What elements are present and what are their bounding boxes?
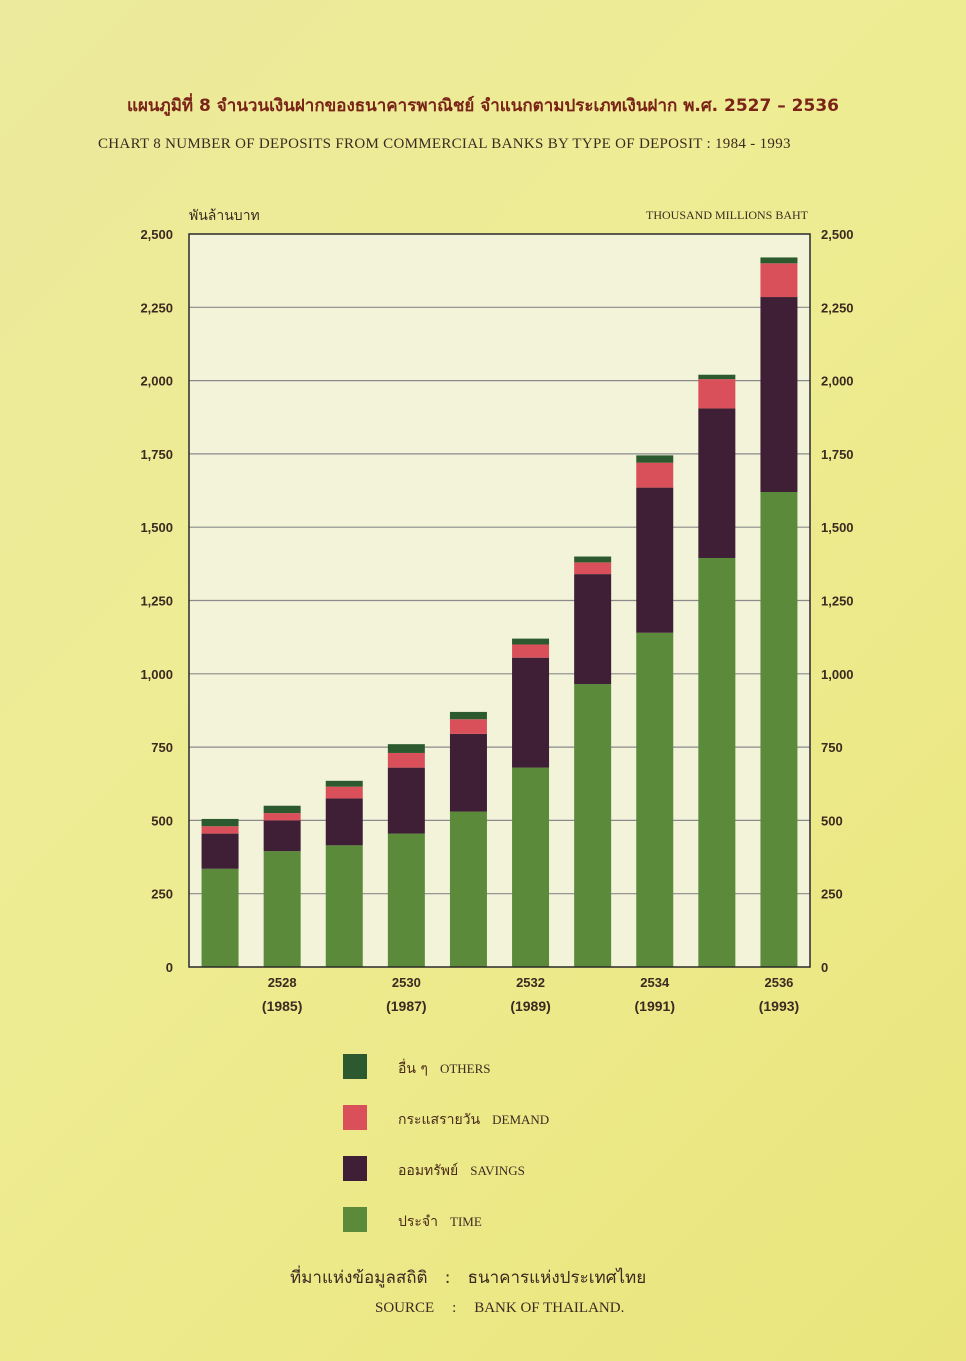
bar-segment-savings-2533 bbox=[574, 574, 612, 685]
y-tick-label-left: 500 bbox=[151, 813, 173, 828]
bar-segment-demand-2531 bbox=[449, 719, 487, 734]
y-tick-label-left: 1,500 bbox=[140, 520, 173, 535]
bar-segment-demand-2532 bbox=[512, 644, 550, 658]
bar-segment-savings-2529 bbox=[325, 798, 363, 846]
y-tick-label-right: 2,250 bbox=[821, 300, 854, 315]
bar-segment-savings-2531 bbox=[449, 733, 487, 812]
bar-segment-time-2531 bbox=[449, 811, 487, 967]
bar-segment-time-2533 bbox=[574, 684, 612, 967]
bar-segment-time-2527 bbox=[201, 868, 239, 967]
bar-segment-savings-2527 bbox=[201, 833, 239, 869]
y-tick-label-left: 2,000 bbox=[140, 374, 173, 389]
x-tick-label-be: 2530 bbox=[392, 975, 421, 990]
y-tick-label-right: 2,500 bbox=[821, 227, 854, 242]
x-tick-label-be: 2528 bbox=[268, 975, 297, 990]
y-tick-label-right: 1,500 bbox=[821, 520, 854, 535]
bar-segment-demand-2534 bbox=[636, 462, 674, 488]
bar-segment-time-2535 bbox=[698, 557, 736, 967]
bar-segment-savings-2536 bbox=[760, 297, 798, 493]
x-tick-label-ad: (1989) bbox=[510, 998, 550, 1014]
chart-title-english: CHART 8 NUMBER OF DEPOSITS FROM COMMERCI… bbox=[98, 136, 791, 152]
y-axis-label-left: พันล้านบาท bbox=[189, 208, 260, 224]
x-tick-label-ad: (1987) bbox=[386, 998, 426, 1014]
bar-segment-time-2536 bbox=[760, 492, 798, 967]
legend-label-time: ประจำ TIME bbox=[398, 1214, 482, 1230]
bar-segment-others-2530 bbox=[387, 744, 425, 753]
bar-segment-demand-2529 bbox=[325, 786, 363, 799]
bar-segment-others-2531 bbox=[449, 711, 487, 720]
legend-label-demand: กระแสรายวัน DEMAND bbox=[398, 1112, 550, 1128]
y-tick-label-left: 1,000 bbox=[140, 667, 173, 682]
source-thai: ที่มาแห่งข้อมูลสถิติ: ธนาคารแห่งประเทศไทย bbox=[290, 1268, 647, 1288]
y-tick-label-left: 2,250 bbox=[140, 300, 173, 315]
y-tick-label-left: 1,250 bbox=[140, 594, 173, 609]
bar-segment-others-2536 bbox=[760, 257, 798, 264]
bar-segment-demand-2535 bbox=[698, 379, 736, 409]
bar-segment-savings-2532 bbox=[512, 657, 550, 768]
x-tick-label-be: 2534 bbox=[640, 975, 670, 990]
bar-segment-savings-2530 bbox=[387, 767, 425, 834]
y-tick-label-right: 0 bbox=[821, 960, 828, 975]
y-tick-label-left: 0 bbox=[166, 960, 173, 975]
legend-swatch-time bbox=[343, 1207, 367, 1232]
legend-swatch-demand bbox=[343, 1105, 367, 1130]
plot-frame bbox=[188, 233, 811, 968]
legend-label-savings: ออมทรัพย์ SAVINGS bbox=[398, 1163, 525, 1179]
x-tick-label-ad: (1991) bbox=[635, 998, 675, 1014]
legend-swatch-savings bbox=[343, 1156, 367, 1181]
y-tick-label-right: 1,750 bbox=[821, 447, 854, 462]
y-tick-label-right: 250 bbox=[821, 887, 843, 902]
stacked-bar-chart: 2,500 2,500 2,250 2,250 2,000 2,000 1,750 1,750… bbox=[140, 208, 854, 1014]
bar-segment-others-2534 bbox=[636, 455, 674, 463]
y-tick-label-right: 750 bbox=[821, 740, 843, 755]
x-tick-label-ad: (1993) bbox=[759, 998, 799, 1014]
y-axis-label-right: THOUSAND MILLIONS BAHT bbox=[646, 208, 809, 222]
bar-segment-savings-2534 bbox=[636, 487, 674, 633]
bar-segment-others-2528 bbox=[263, 805, 301, 814]
bar-segment-demand-2533 bbox=[574, 562, 612, 575]
bar-segment-others-2527 bbox=[201, 818, 239, 827]
y-tick-label-right: 500 bbox=[821, 813, 843, 828]
bar-segment-demand-2527 bbox=[201, 826, 239, 834]
y-tick-label-right: 2,000 bbox=[821, 374, 854, 389]
bar-segment-others-2532 bbox=[512, 638, 550, 645]
y-tick-label-right: 1,250 bbox=[821, 594, 854, 609]
y-tick-label-left: 250 bbox=[151, 887, 173, 902]
y-tick-label-left: 2,500 bbox=[140, 227, 173, 242]
bar-segment-time-2529 bbox=[325, 845, 363, 967]
source-english: SOURCE: BANK OF THAILAND. bbox=[375, 1300, 625, 1316]
x-tick-label-be: 2532 bbox=[516, 975, 545, 990]
legend-label-others: อื่น ๆ OTHERS bbox=[398, 1061, 491, 1077]
legend-swatch-others bbox=[343, 1054, 367, 1079]
bar-segment-others-2529 bbox=[325, 780, 363, 787]
bar-segment-demand-2530 bbox=[387, 752, 425, 768]
bar-segment-savings-2528 bbox=[263, 820, 301, 852]
bar-segment-others-2533 bbox=[574, 556, 612, 563]
bar-segment-time-2530 bbox=[387, 833, 425, 967]
bar-segment-demand-2528 bbox=[263, 813, 301, 821]
bar-segment-time-2534 bbox=[636, 632, 674, 967]
y-tick-label-left: 750 bbox=[151, 740, 173, 755]
bar-segment-savings-2535 bbox=[698, 408, 736, 558]
bar-segment-time-2528 bbox=[263, 851, 301, 967]
x-tick-label-ad: (1985) bbox=[262, 998, 302, 1014]
bar-segment-others-2535 bbox=[698, 374, 736, 380]
x-tick-label-be: 2536 bbox=[764, 975, 793, 990]
chart-title-thai: แผนภูมิที่ 8 จำนวนเงินฝากของธนาคารพาณิชย… bbox=[126, 96, 839, 116]
y-tick-label-left: 1,750 bbox=[140, 447, 173, 462]
bar-segment-demand-2536 bbox=[760, 263, 798, 298]
bar-segment-time-2532 bbox=[512, 767, 550, 967]
y-tick-label-right: 1,000 bbox=[821, 667, 854, 682]
